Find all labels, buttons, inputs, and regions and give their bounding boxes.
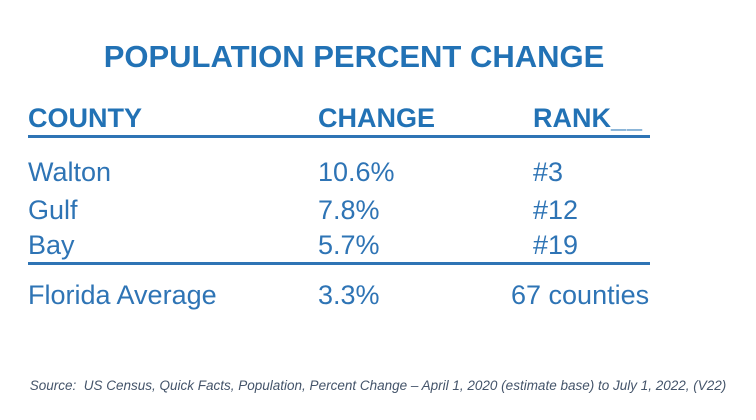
rank-header-underscores: __ (611, 103, 644, 133)
change-cell: 5.7% (318, 230, 380, 260)
change-cell: 10.6% (318, 157, 395, 187)
table-row-florida-average: Florida Average 3.3% 67 counties (28, 276, 650, 314)
rank-cell: #12 (533, 195, 579, 225)
rank-cell: #19 (533, 230, 579, 260)
county-cell: Walton (28, 157, 112, 187)
rank-cell: 67 counties (511, 280, 650, 310)
table-row-walton: Walton 10.6% #3 (28, 153, 650, 191)
population-change-table: COUNTY CHANGE RANK__ Walton 10.6% #3 Gul… (28, 103, 650, 314)
county-cell: Bay (28, 230, 75, 260)
rank-column-header: RANK__ (533, 103, 650, 133)
change-column-header: CHANGE (318, 103, 436, 133)
county-column-header: COUNTY (28, 103, 142, 133)
rank-cell: #3 (533, 157, 564, 187)
table-row-bay: Bay 5.7% #19 (28, 229, 650, 265)
rank-header-label: RANK (533, 103, 611, 133)
county-cell: Florida Average (28, 280, 217, 310)
table-row-gulf: Gulf 7.8% #12 (28, 191, 650, 229)
source-note: Source: US Census, Quick Facts, Populati… (29, 378, 727, 393)
change-cell: 3.3% (318, 280, 380, 310)
county-cell: Gulf (28, 195, 78, 225)
table-header-row: COUNTY CHANGE RANK__ (28, 103, 650, 138)
page-title: POPULATION PERCENT CHANGE (103, 39, 605, 74)
table-body: Walton 10.6% #3 Gulf 7.8% #12 Bay 5.7% #… (28, 153, 650, 314)
change-cell: 7.8% (318, 195, 380, 225)
